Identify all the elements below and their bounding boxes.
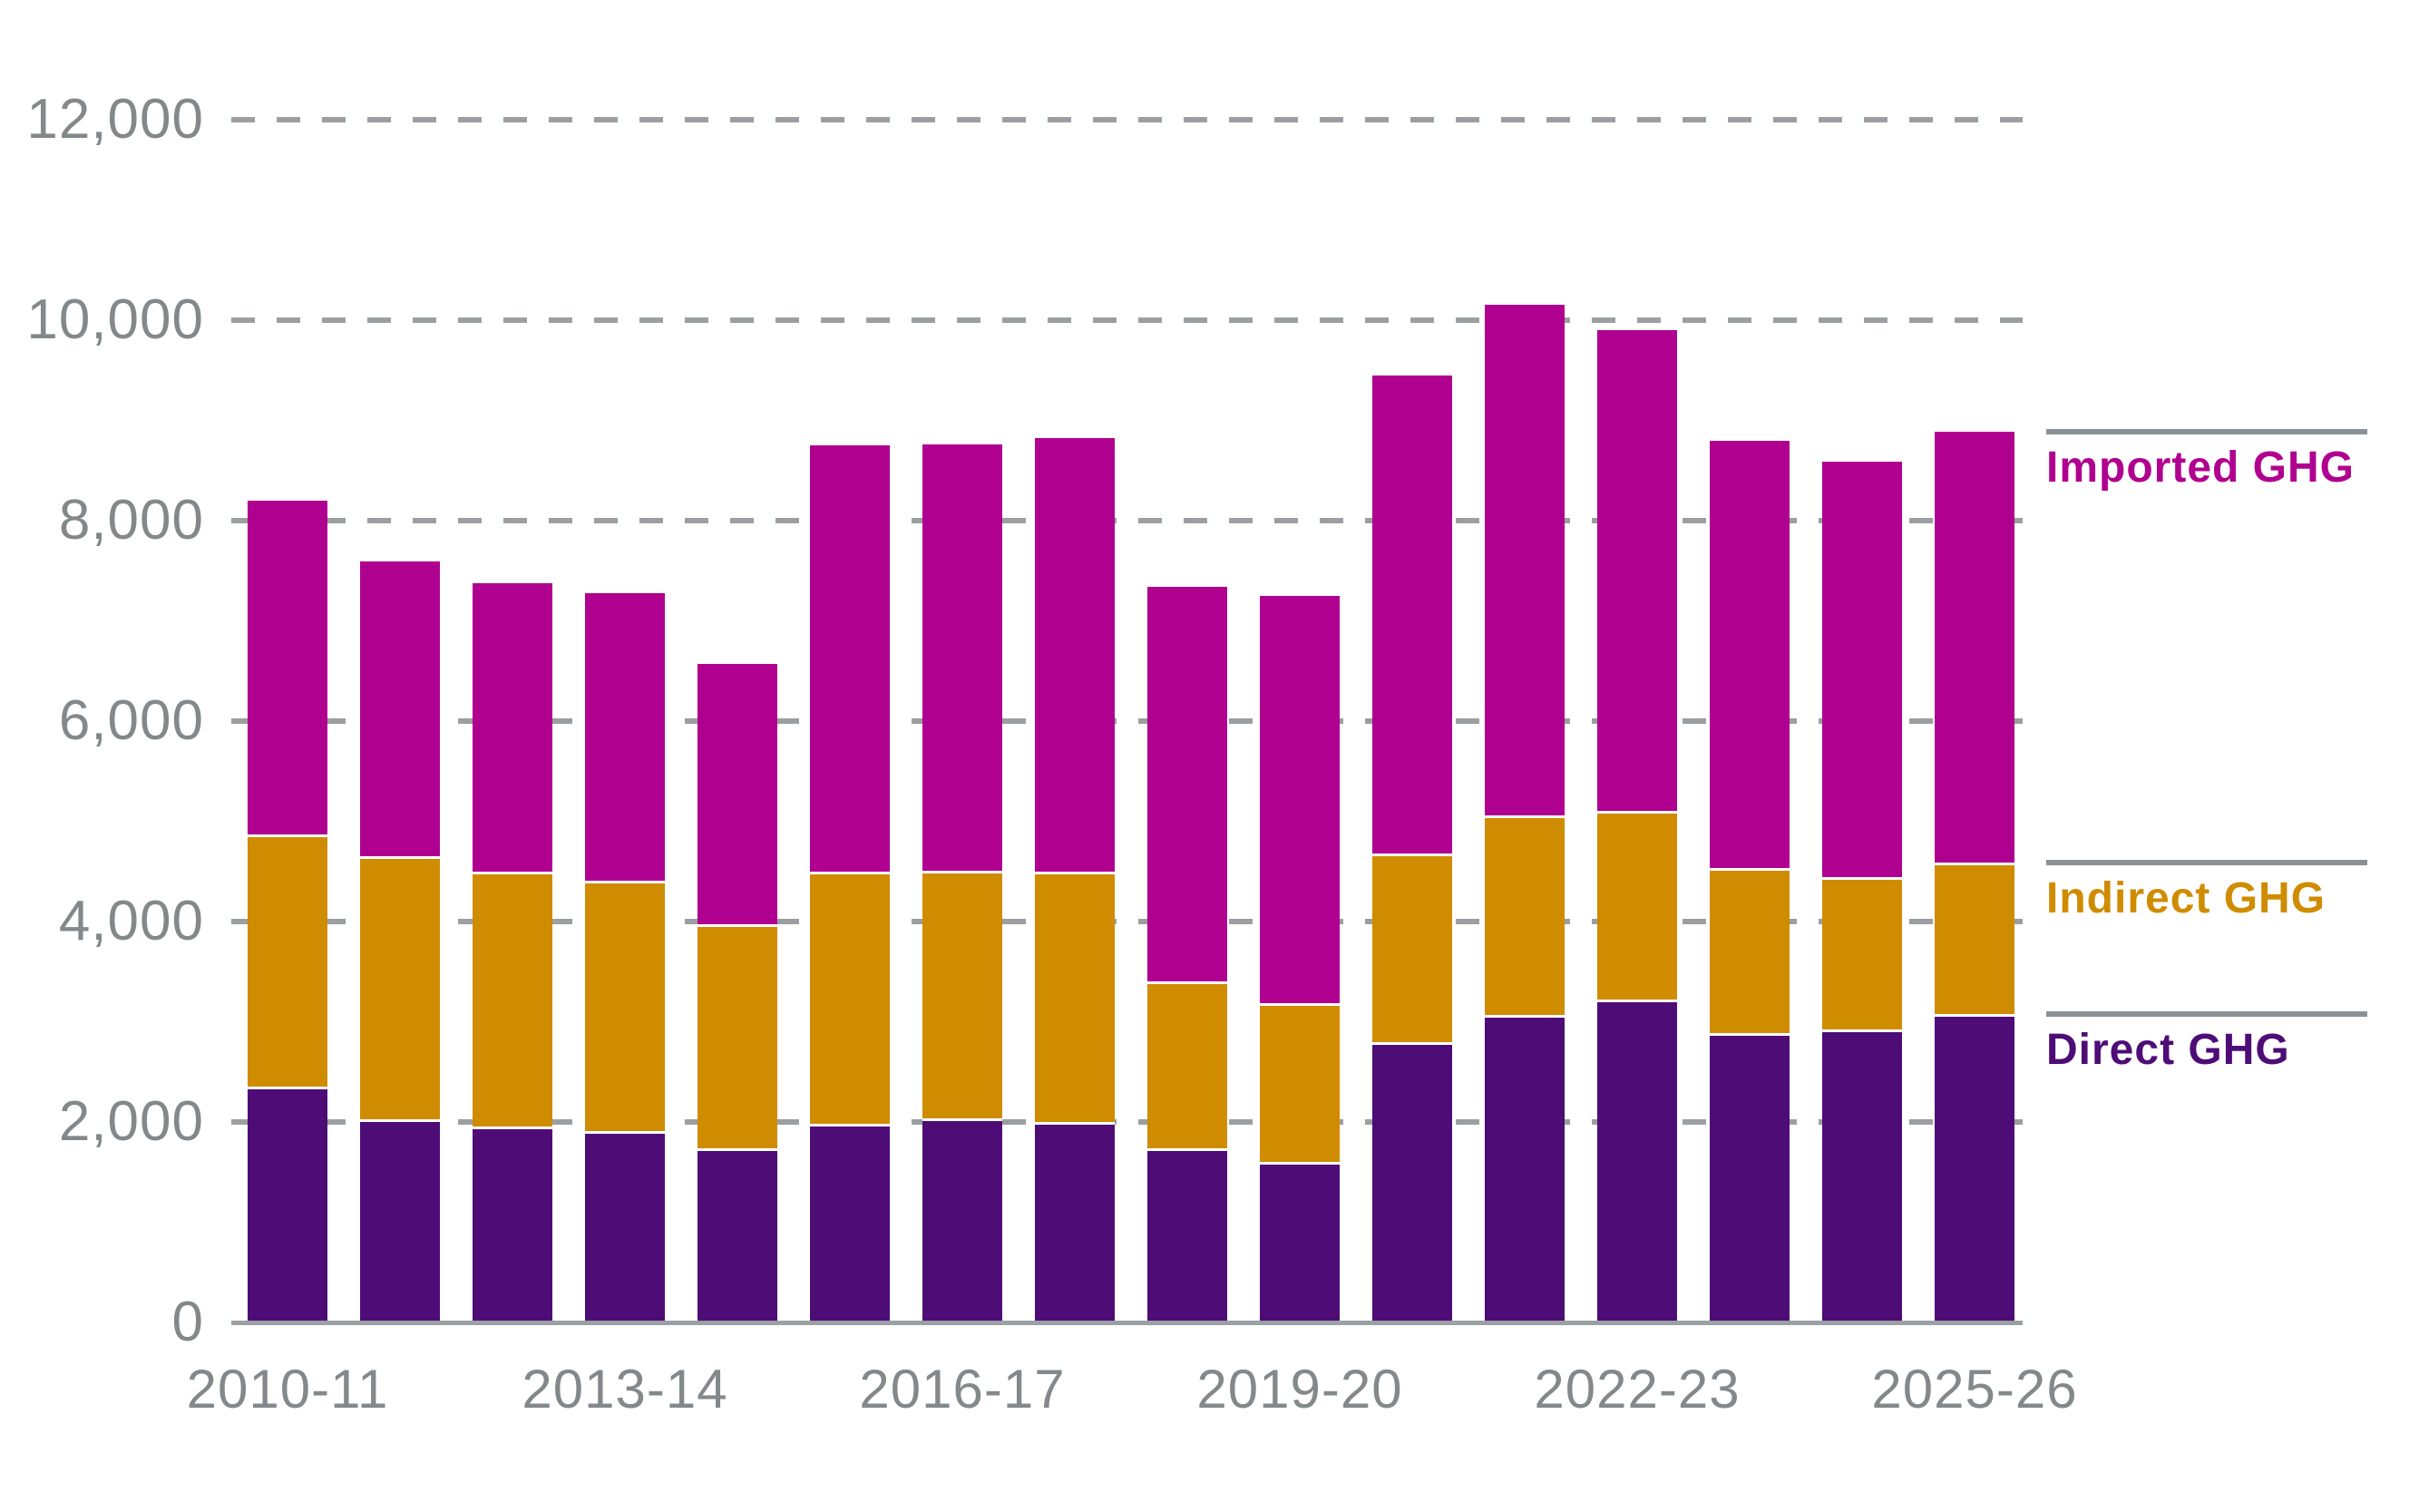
bar-segment-indirect-ghg-2018-19 (1147, 981, 1227, 1148)
y-axis-tick-label: 12,000 (26, 88, 204, 151)
y-axis-tick-label: 10,000 (26, 288, 204, 351)
bar-2014-15 (697, 664, 777, 1322)
gridline-2000 (231, 1119, 2023, 1125)
bar-segment-imported-ghg-2020-21 (1372, 376, 1452, 854)
legend-label-direct-ghg: Direct GHG (2046, 1025, 2290, 1074)
bar-segment-indirect-ghg-2016-17 (922, 870, 1002, 1118)
bar-segment-imported-ghg-2012-13 (473, 583, 552, 873)
bar-segment-direct-ghg-2022-23 (1597, 1000, 1677, 1322)
bar-segment-direct-ghg-2011-12 (360, 1118, 440, 1322)
bar-segment-direct-ghg-2016-17 (922, 1117, 1002, 1322)
bar-segment-direct-ghg-2023-24 (1710, 1032, 1790, 1322)
bar-segment-indirect-ghg-2024-25 (1822, 877, 1902, 1030)
bar-segment-indirect-ghg-2023-24 (1710, 867, 1790, 1033)
bar-segment-imported-ghg-2025-26 (1935, 432, 2014, 863)
bar-segment-direct-ghg-2021-22 (1485, 1014, 1565, 1322)
bar-segment-imported-ghg-2014-15 (697, 664, 777, 925)
gridline-12000 (231, 117, 2023, 122)
bar-2011-12 (360, 561, 440, 1322)
x-axis-tick-label: 2013-14 (522, 1359, 728, 1419)
bar-segment-direct-ghg-2020-21 (1372, 1041, 1452, 1322)
bar-segment-indirect-ghg-2013-14 (585, 880, 665, 1132)
bar-segment-indirect-ghg-2021-22 (1485, 815, 1565, 1015)
legend-label-imported-ghg: Imported GHG (2046, 443, 2356, 492)
gridline-6000 (231, 718, 2023, 724)
bar-2022-23 (1597, 330, 1677, 1322)
x-axis-tick-label: 2016-17 (859, 1359, 1066, 1419)
x-axis-tick-label: 2025-26 (1871, 1359, 2078, 1419)
bar-2019-20 (1260, 596, 1340, 1322)
bar-segment-imported-ghg-2016-17 (922, 444, 1002, 871)
legend-rule-direct-ghg (2046, 1010, 2367, 1017)
x-axis-tick-label: 2010-11 (186, 1359, 389, 1419)
bar-segment-direct-ghg-2012-13 (473, 1126, 552, 1322)
bar-segment-direct-ghg-2024-25 (1822, 1029, 1902, 1322)
bar-2024-25 (1822, 462, 1902, 1322)
bar-2015-16 (810, 445, 890, 1322)
bar-segment-direct-ghg-2013-14 (585, 1131, 665, 1322)
gridline-4000 (231, 919, 2023, 924)
y-axis-tick-label: 2,000 (58, 1090, 204, 1153)
bar-segment-indirect-ghg-2022-23 (1597, 811, 1677, 1000)
x-axis-line (231, 1321, 2023, 1325)
bar-2025-26 (1935, 432, 2014, 1322)
bar-segment-imported-ghg-2021-22 (1485, 305, 1565, 815)
bar-segment-imported-ghg-2023-24 (1710, 441, 1790, 868)
bar-segment-indirect-ghg-2017-18 (1035, 871, 1115, 1122)
y-axis-tick-label: 8,000 (58, 489, 204, 551)
bar-segment-indirect-ghg-2025-26 (1935, 862, 2014, 1014)
bar-segment-indirect-ghg-2012-13 (473, 872, 552, 1127)
y-axis-tick-label: 4,000 (58, 890, 204, 952)
bar-segment-imported-ghg-2022-23 (1597, 330, 1677, 812)
gridline-8000 (231, 518, 2023, 523)
bar-segment-direct-ghg-2025-26 (1935, 1013, 2014, 1322)
bar-segment-imported-ghg-2024-25 (1822, 462, 1902, 878)
bar-segment-direct-ghg-2010-11 (248, 1087, 327, 1322)
bar-segment-indirect-ghg-2015-16 (810, 871, 890, 1125)
bar-segment-imported-ghg-2015-16 (810, 445, 890, 872)
bar-segment-direct-ghg-2014-15 (697, 1147, 777, 1322)
bar-segment-direct-ghg-2019-20 (1260, 1162, 1340, 1322)
legend-rule-imported-ghg (2046, 428, 2367, 434)
y-axis-tick-label: 6,000 (58, 689, 204, 752)
bar-segment-imported-ghg-2010-11 (248, 501, 327, 834)
bar-2020-21 (1372, 376, 1452, 1322)
bar-segment-imported-ghg-2017-18 (1035, 438, 1115, 872)
bar-segment-imported-ghg-2013-14 (585, 593, 665, 881)
bar-2010-11 (248, 501, 327, 1322)
gridline-10000 (231, 317, 2023, 323)
bar-2021-22 (1485, 305, 1565, 1322)
bar-segment-direct-ghg-2015-16 (810, 1124, 890, 1322)
bar-2023-24 (1710, 441, 1790, 1322)
bar-2012-13 (473, 583, 552, 1322)
bar-2017-18 (1035, 438, 1115, 1322)
bar-segment-indirect-ghg-2020-21 (1372, 853, 1452, 1042)
legend-rule-indirect-ghg (2046, 859, 2367, 865)
bar-segment-direct-ghg-2017-18 (1035, 1122, 1115, 1322)
y-axis-tick-label: 0 (171, 1291, 204, 1353)
bar-segment-indirect-ghg-2011-12 (360, 856, 440, 1119)
bar-segment-indirect-ghg-2010-11 (248, 834, 327, 1088)
bar-2013-14 (585, 593, 665, 1322)
bar-segment-indirect-ghg-2019-20 (1260, 1002, 1340, 1163)
bar-segment-imported-ghg-2019-20 (1260, 596, 1340, 1003)
x-axis-tick-label: 2022-23 (1534, 1359, 1741, 1419)
bar-2018-19 (1147, 587, 1227, 1322)
bar-2016-17 (922, 444, 1002, 1322)
bar-segment-imported-ghg-2018-19 (1147, 587, 1227, 982)
bar-segment-direct-ghg-2018-19 (1147, 1147, 1227, 1322)
legend-label-indirect-ghg: Indirect GHG (2046, 873, 2326, 922)
x-axis-tick-label: 2019-20 (1196, 1359, 1403, 1419)
bar-segment-imported-ghg-2011-12 (360, 561, 440, 857)
bar-segment-indirect-ghg-2014-15 (697, 924, 777, 1148)
